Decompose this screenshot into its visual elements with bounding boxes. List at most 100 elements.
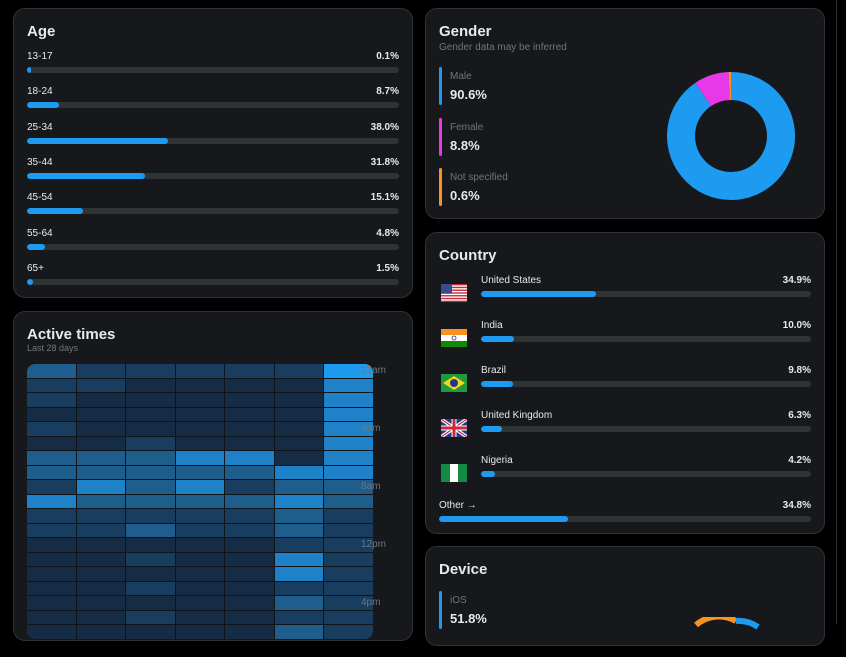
age-bar	[27, 102, 399, 108]
heatmap-cell	[275, 466, 324, 480]
nigeria-flag-icon	[441, 464, 467, 482]
heatmap-cell	[324, 567, 373, 581]
heatmap-cell	[176, 538, 225, 552]
heatmap-cell	[176, 553, 225, 567]
ios-label: iOS	[450, 595, 467, 606]
heatmap-cell	[77, 567, 126, 581]
heatmap-cell	[27, 437, 76, 451]
heatmap-cell	[176, 509, 225, 523]
heatmap-cell	[176, 422, 225, 436]
heatmap-cell	[126, 422, 175, 436]
age-percent-value: 38.0%	[371, 122, 399, 133]
heatmap-cell	[324, 524, 373, 538]
heatmap-cell	[275, 582, 324, 596]
heatmap-cell	[176, 451, 225, 465]
brazil-flag-icon	[441, 374, 467, 392]
age-range-label: 45-54	[27, 192, 53, 203]
country-percent-value: 10.0%	[783, 320, 811, 331]
heatmap-cell	[126, 379, 175, 393]
heatmap-cell	[324, 408, 373, 422]
heatmap-cell	[126, 625, 175, 639]
gender-donut-segment	[703, 86, 729, 94]
age-row: 65+1.5%	[27, 263, 399, 293]
heatmap-cell	[126, 393, 175, 407]
heatmap-cell	[225, 509, 274, 523]
heatmap-cell	[176, 524, 225, 538]
heatmap-cell	[77, 364, 126, 378]
heatmap-cell	[275, 437, 324, 451]
age-percent-value: 8.7%	[376, 86, 399, 97]
heatmap-cell	[126, 538, 175, 552]
heatmap-cell	[126, 553, 175, 567]
heatmap-cell	[126, 611, 175, 625]
heatmap-cell	[225, 611, 274, 625]
gender-donut-segment	[681, 86, 781, 186]
heatmap-cell	[27, 364, 76, 378]
country-bar	[481, 426, 811, 432]
heatmap-cell	[176, 379, 225, 393]
heatmap-cell	[275, 480, 324, 494]
heatmap-cell	[77, 596, 126, 610]
heatmap-cell	[176, 393, 225, 407]
age-range-label: 55-64	[27, 228, 53, 239]
heatmap-cell	[77, 437, 126, 451]
heatmap-cell	[324, 553, 373, 567]
ios-color-stripe	[439, 591, 442, 629]
heatmap-cell	[225, 596, 274, 610]
country-name: United States	[481, 275, 541, 286]
device-title: Device	[439, 561, 487, 578]
heatmap-cell	[77, 393, 126, 407]
heatmap-cell	[225, 567, 274, 581]
heatmap-cell	[275, 625, 324, 639]
age-range-label: 65+	[27, 263, 44, 274]
india-flag-icon	[441, 329, 467, 347]
heatmap-time-label: 4am	[361, 423, 380, 434]
heatmap-cell	[275, 393, 324, 407]
heatmap-cell	[176, 495, 225, 509]
heatmap-cell	[225, 437, 274, 451]
heatmap-cell	[126, 567, 175, 581]
heatmap-cell	[27, 466, 76, 480]
heatmap-cell	[27, 582, 76, 596]
country-other-row[interactable]: Other → 34.8%	[439, 500, 811, 530]
heatmap-cell	[27, 451, 76, 465]
age-percent-value: 31.8%	[371, 157, 399, 168]
country-bar	[481, 291, 811, 297]
gender-donut-chart	[666, 71, 796, 201]
us-flag-icon	[441, 284, 467, 302]
country-name: Nigeria	[481, 455, 513, 466]
heatmap-cell	[77, 611, 126, 625]
age-range-label: 35-44	[27, 157, 53, 168]
heatmap-cell	[275, 495, 324, 509]
heatmap-cell	[27, 393, 76, 407]
heatmap-cell	[176, 611, 225, 625]
age-bar	[27, 279, 399, 285]
age-title: Age	[27, 23, 55, 40]
heatmap-cell	[126, 495, 175, 509]
age-bar	[27, 138, 399, 144]
heatmap-cell	[324, 466, 373, 480]
heatmap-cell	[27, 538, 76, 552]
heatmap-cell	[126, 524, 175, 538]
heatmap-cell	[176, 466, 225, 480]
heatmap-cell	[225, 466, 274, 480]
country-other-label: Other →	[439, 500, 477, 511]
country-percent-value: 6.3%	[788, 410, 811, 421]
age-range-label: 25-34	[27, 122, 53, 133]
heatmap-cell	[275, 553, 324, 567]
heatmap-cell	[126, 364, 175, 378]
heatmap-cell	[77, 422, 126, 436]
heatmap-cell	[176, 437, 225, 451]
heatmap-cell	[225, 538, 274, 552]
